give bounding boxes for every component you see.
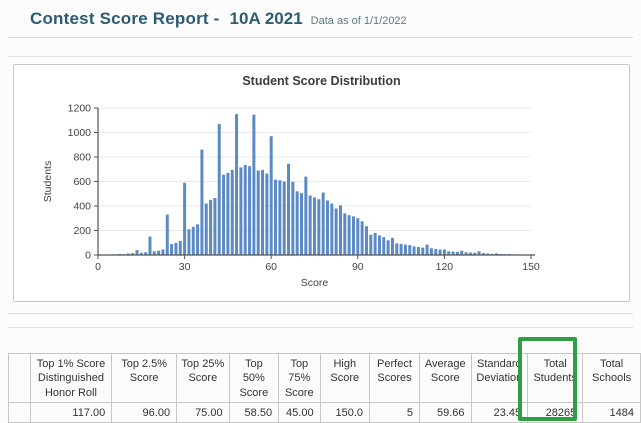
svg-text:150: 150 — [522, 261, 540, 273]
svg-text:1200: 1200 — [68, 103, 92, 115]
svg-text:120: 120 — [436, 261, 454, 273]
svg-text:90: 90 — [352, 261, 364, 273]
score-distribution-histogram: 0 200 400 600 800 1000 1200 0 30 60 90 120 150 Score S… — [42, 103, 540, 290]
svg-text:Students: Students — [42, 161, 54, 202]
table-header-high-score: High Score — [319, 353, 371, 403]
svg-text:600: 600 — [73, 176, 91, 188]
svg-text:0: 0 — [85, 250, 91, 262]
divider-line — [8, 313, 633, 314]
report-header: Contest Score Report - 10A 2021 Data as of… — [30, 9, 407, 29]
svg-text:200: 200 — [73, 225, 91, 237]
chart-panel: Student Score Distribution 0 200 400 600 800… — [13, 64, 630, 302]
table-value-top-75-score: 45.00 — [278, 402, 321, 423]
table-value-average-score: 59.66 — [418, 402, 472, 423]
divider-line — [8, 327, 633, 328]
table-value-top-25-score: 75.00 — [176, 402, 230, 423]
table-header-total-schools: Total Schools — [582, 353, 641, 403]
table-value-high-score: 150.0 — [319, 402, 371, 423]
table-value-top-2-5-score: 96.00 — [111, 402, 178, 423]
svg-text:30: 30 — [179, 261, 191, 273]
table-header-top-2-5-score: Top 2.5% Score — [111, 353, 178, 403]
svg-text:60: 60 — [265, 261, 277, 273]
table-value-standard-deviation: 23.45 — [470, 402, 529, 423]
table-value-row: 117.00 96.00 75.00 58.50 45.00 150.0 5 59.66 23.… — [8, 402, 641, 423]
svg-text:400: 400 — [73, 201, 91, 213]
table-header-average-score: Average Score — [418, 353, 472, 403]
table-header-top-1-score-distinguished-honor-roll: Top 1% Score Distinguished Honor Roll — [29, 353, 113, 403]
score-statistics-table: Top 1% Score Distinguished Honor Roll Top… — [8, 353, 641, 423]
report-data-as-of: Data as of 1/1/2022 — [310, 15, 407, 27]
report-contest-name: 10A 2021 — [229, 9, 303, 28]
table-header-top-25-score: Top 25% Score — [176, 353, 230, 403]
table-header-row: Top 1% Score Distinguished Honor Roll Top… — [8, 353, 641, 403]
table-header-top-75-score: Top 75% Score — [278, 353, 321, 403]
divider-line — [8, 37, 633, 38]
total-students-highlight-box — [518, 337, 577, 421]
divider-line — [8, 56, 633, 57]
chart-title: Student Score Distribution — [242, 74, 401, 88]
svg-text:1000: 1000 — [68, 127, 92, 139]
table-header-perfect-scores: Perfect Scores — [369, 353, 420, 403]
svg-text:800: 800 — [73, 152, 91, 164]
table-value-total-schools: 1484 — [582, 402, 641, 423]
svg-text:0: 0 — [95, 261, 101, 273]
table-header-top-50-score: Top 50% Score — [228, 353, 280, 403]
table-header-empty — [8, 353, 31, 403]
table-value-top-1-score-distinguished-honor-roll: 117.00 — [29, 402, 113, 423]
report-title: Contest Score Report - — [30, 9, 220, 28]
table-value-top-50-score: 58.50 — [228, 402, 280, 423]
table-value-perfect-scores: 5 — [369, 402, 420, 423]
svg-text:Score: Score — [301, 277, 329, 289]
table-value-empty — [8, 402, 31, 423]
